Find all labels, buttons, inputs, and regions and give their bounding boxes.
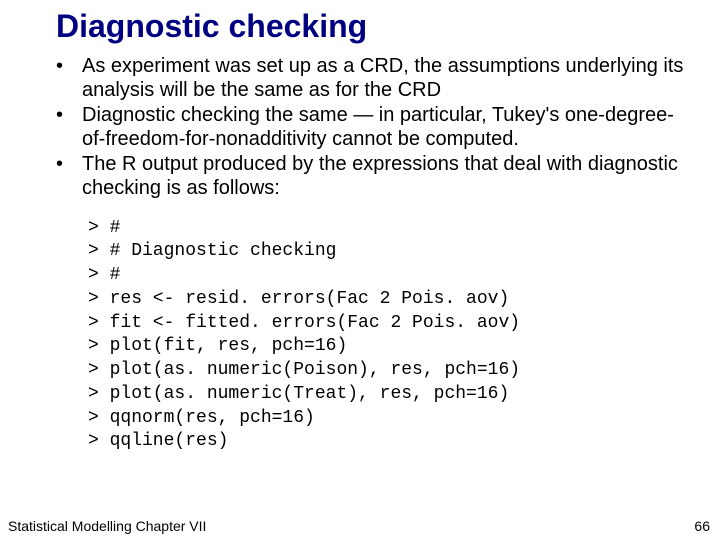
- code-line: > #: [88, 217, 720, 241]
- bullet-item: • As experiment was set up as a CRD, the…: [56, 55, 690, 102]
- bullet-item: • Diagnostic checking the same — in part…: [56, 104, 690, 151]
- code-line: > plot(as. numeric(Poison), res, pch=16): [88, 359, 720, 383]
- bullet-list: • As experiment was set up as a CRD, the…: [0, 49, 720, 201]
- code-line: > plot(as. numeric(Treat), res, pch=16): [88, 383, 720, 407]
- bullet-text: Diagnostic checking the same — in partic…: [82, 104, 690, 151]
- slide-title: Diagnostic checking: [0, 0, 720, 49]
- bullet-marker: •: [56, 104, 82, 128]
- code-line: > qqline(res): [88, 430, 720, 454]
- code-line: > fit <- fitted. errors(Fac 2 Pois. aov): [88, 312, 720, 336]
- bullet-marker: •: [56, 55, 82, 79]
- bullet-text: As experiment was set up as a CRD, the a…: [82, 55, 690, 102]
- bullet-marker: •: [56, 153, 82, 177]
- slide: Diagnostic checking • As experiment was …: [0, 0, 720, 540]
- footer-left: Statistical Modelling Chapter VII: [8, 518, 206, 534]
- code-line: > qqnorm(res, pch=16): [88, 407, 720, 431]
- bullet-text: The R output produced by the expressions…: [82, 153, 690, 200]
- footer-page-number: 66: [694, 518, 710, 534]
- code-line: > plot(fit, res, pch=16): [88, 335, 720, 359]
- bullet-item: • The R output produced by the expressio…: [56, 153, 690, 200]
- code-block: > # > # Diagnostic checking > # > res <-…: [0, 203, 720, 455]
- code-line: > res <- resid. errors(Fac 2 Pois. aov): [88, 288, 720, 312]
- code-line: > #: [88, 264, 720, 288]
- code-line: > # Diagnostic checking: [88, 240, 720, 264]
